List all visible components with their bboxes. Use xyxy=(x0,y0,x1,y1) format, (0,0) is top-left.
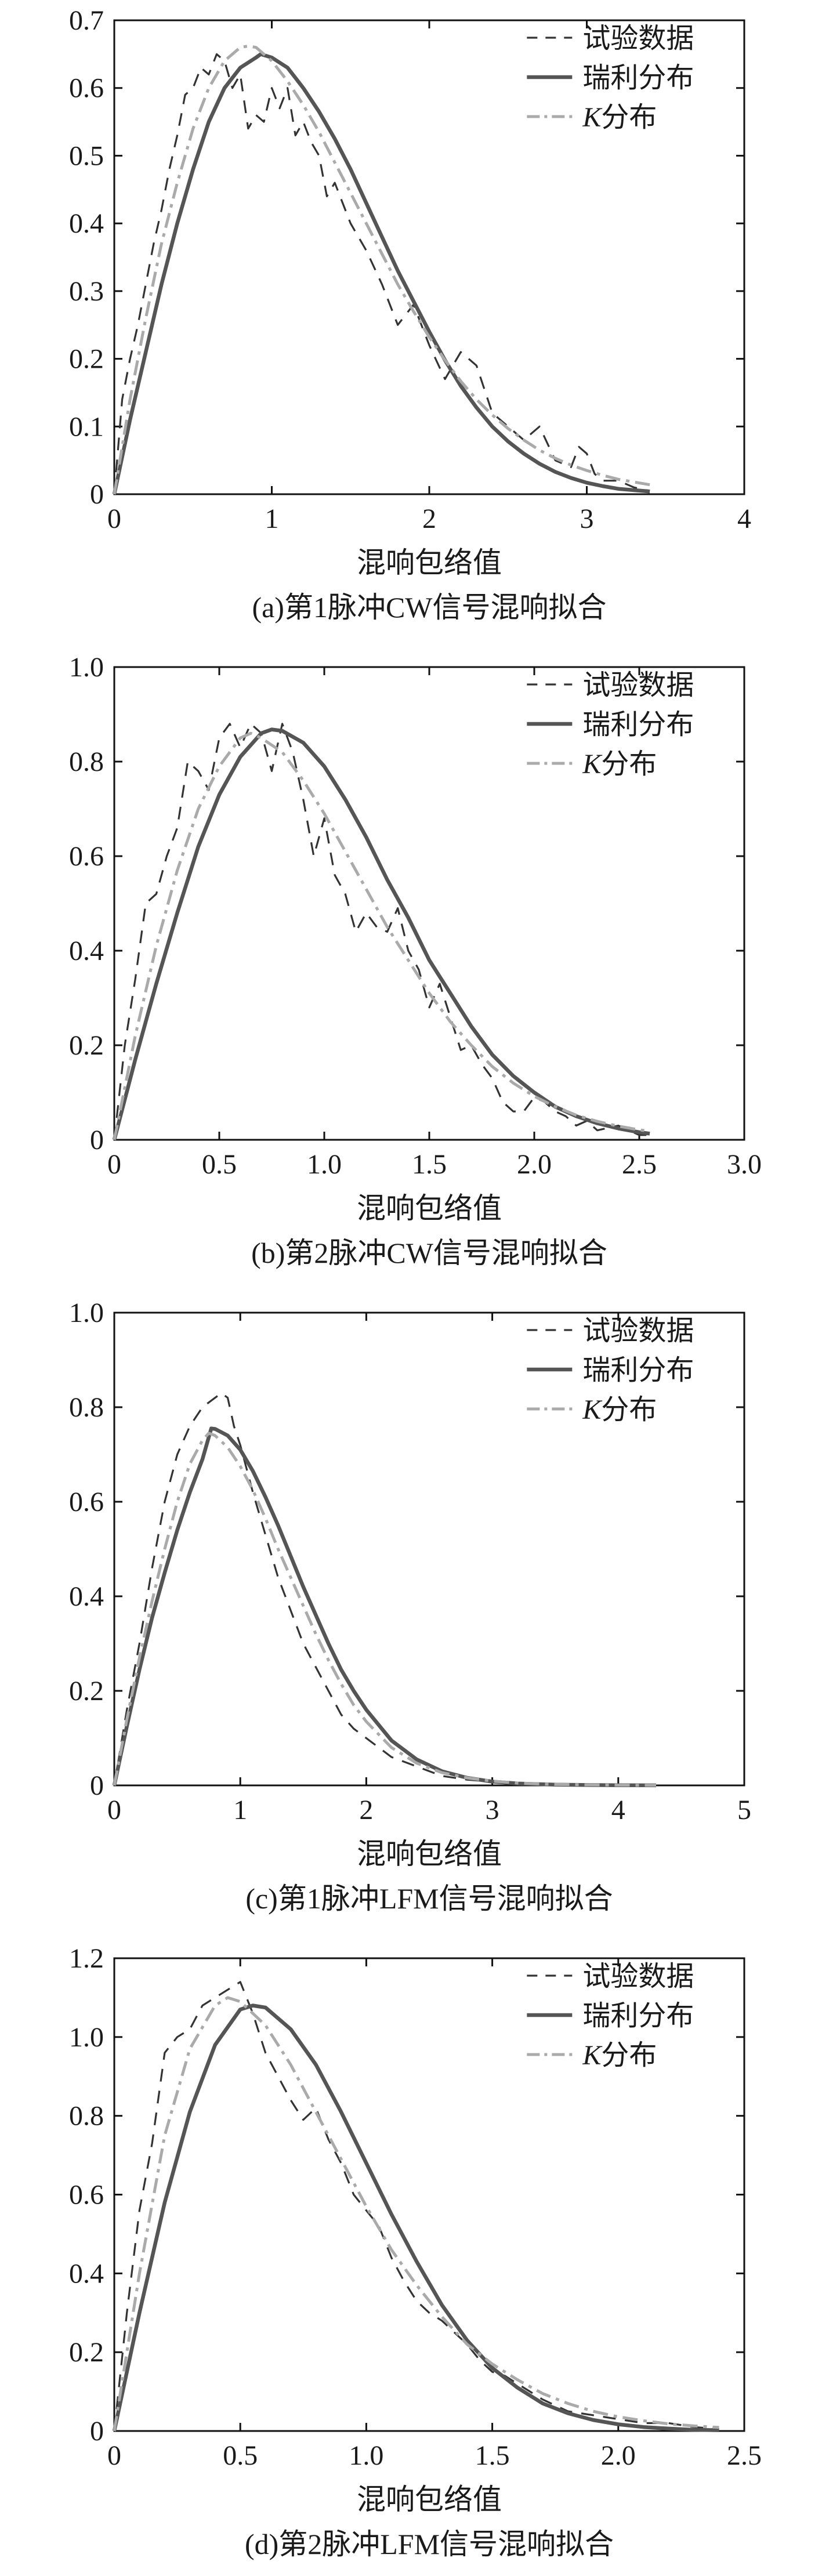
x-tick-label: 2.5 xyxy=(727,2440,762,2471)
y-tick-label: 0.6 xyxy=(69,73,104,104)
x-tick-label: 1.0 xyxy=(349,2440,383,2471)
series-line-1 xyxy=(113,723,650,1140)
x-tick-label: 1 xyxy=(233,1795,247,1825)
legend-label: K分布 xyxy=(582,1394,657,1425)
series-line-2 xyxy=(112,727,650,1140)
x-tick-label: 1.5 xyxy=(475,2440,510,2471)
y-tick-label: 0.6 xyxy=(69,841,104,872)
y-tick-label: 1.0 xyxy=(69,652,104,683)
legend-label-italic: K xyxy=(582,102,603,133)
x-axis-label: 混响包络值 xyxy=(357,1838,502,1870)
series-line-2 xyxy=(112,1426,657,1788)
x-tick-label: 5 xyxy=(737,1795,751,1825)
panel-caption: (b)第2脉冲CW信号混响拟合 xyxy=(251,1237,607,1269)
x-tick-label: 2 xyxy=(422,503,436,534)
y-tick-label: 0.7 xyxy=(69,5,104,36)
legend-label: 试验数据 xyxy=(582,1961,694,1992)
x-tick-label: 0 xyxy=(107,1149,121,1180)
x-tick-label: 0 xyxy=(107,1795,121,1825)
y-tick-label: 0.4 xyxy=(69,936,104,966)
x-tick-label: 3.0 xyxy=(727,1149,762,1180)
legend-label: 试验数据 xyxy=(582,670,694,701)
legend-label-italic: K xyxy=(582,2040,603,2071)
series-line-2 xyxy=(112,2003,719,2432)
legend-label-rest: 分布 xyxy=(601,749,657,780)
y-tick-label: 0 xyxy=(90,479,104,510)
legend-label: 瑞利分布 xyxy=(582,63,694,93)
series-line-1 xyxy=(113,53,650,495)
legend-label-italic: K xyxy=(582,1394,603,1425)
legend-label: 试验数据 xyxy=(582,23,694,54)
chart-panel-2: 0 0.5 1.0 1.5 2.0 2.5 3.0 0 0.2 0.4 0.6 0.8 1.0 试验数据瑞… xyxy=(69,652,762,1269)
legend-label-rest: 分布 xyxy=(601,1394,657,1425)
legend-label-rest: 分布 xyxy=(601,102,657,133)
legend-label-rest: 分布 xyxy=(601,2040,657,2071)
series-line-3 xyxy=(113,731,650,1140)
x-axis-label: 混响包络值 xyxy=(357,1192,502,1224)
y-tick-label: 1.0 xyxy=(69,1298,104,1328)
y-tick-label: 0.6 xyxy=(69,2180,104,2211)
x-tick-label: 1.0 xyxy=(307,1149,342,1180)
x-tick-label: 2.0 xyxy=(601,2440,636,2471)
y-tick-label: 0.8 xyxy=(69,2101,104,2132)
y-tick-label: 0.2 xyxy=(69,1030,104,1061)
x-tick-label: 2.0 xyxy=(517,1149,552,1180)
y-tick-label: 1.2 xyxy=(69,1943,104,1974)
y-tick-label: 0.2 xyxy=(69,1676,104,1707)
panel-caption: (a)第1脉冲CW信号混响拟合 xyxy=(252,591,606,624)
x-tick-label: 0.5 xyxy=(223,2440,258,2471)
y-tick-label: 0.4 xyxy=(69,208,104,239)
y-tick-label: 0.2 xyxy=(69,2337,104,2368)
x-axis-label: 混响包络值 xyxy=(357,2483,502,2516)
y-tick-label: 0.2 xyxy=(69,344,104,375)
series-line-1 xyxy=(113,1981,719,2432)
x-tick-label: 1 xyxy=(265,503,279,534)
y-tick-label: 0.1 xyxy=(69,411,104,442)
y-tick-label: 0.4 xyxy=(69,2258,104,2289)
legend-label: 试验数据 xyxy=(582,1316,694,1346)
y-tick-label: 0.8 xyxy=(69,747,104,777)
x-tick-label: 2 xyxy=(359,1795,373,1825)
x-tick-label: 1.5 xyxy=(412,1149,447,1180)
y-tick-label: 0.4 xyxy=(69,1581,104,1612)
y-tick-label: 0 xyxy=(90,1125,104,1155)
x-tick-label: 4 xyxy=(737,503,751,534)
y-tick-label: 1.0 xyxy=(69,2022,104,2053)
y-tick-label: 0.5 xyxy=(69,140,104,171)
panel-caption: (c)第1脉冲LFM信号混响拟合 xyxy=(245,1882,613,1915)
series-line-3 xyxy=(113,1432,657,1787)
legend-label: K分布 xyxy=(582,102,657,133)
y-tick-label: 0.6 xyxy=(69,1487,104,1517)
legend-label: 瑞利分布 xyxy=(582,1355,694,1386)
y-tick-label: 0 xyxy=(90,2416,104,2447)
x-tick-label: 0.5 xyxy=(202,1149,237,1180)
x-tick-label: 4 xyxy=(611,1795,625,1825)
legend-label: 瑞利分布 xyxy=(582,2001,694,2031)
legend-label: 瑞利分布 xyxy=(582,709,694,740)
x-tick-label: 2.5 xyxy=(622,1149,657,1180)
legend-label-italic: K xyxy=(582,749,603,780)
series-line-3 xyxy=(113,1996,719,2432)
chart-panel-4: 0 0.5 1.0 1.5 2.0 2.5 0 0.2 0.4 0.6 0.8 1.0 1.2 试验数据瑞… xyxy=(69,1943,762,2560)
panel-caption: (d)第2脉冲LFM信号混响拟合 xyxy=(245,2528,614,2560)
x-tick-label: 3 xyxy=(580,503,594,534)
x-axis-label: 混响包络值 xyxy=(357,546,502,579)
series-line-3 xyxy=(113,44,650,495)
x-tick-label: 3 xyxy=(486,1795,499,1825)
plot-frame xyxy=(113,1311,745,1787)
y-tick-label: 0.3 xyxy=(69,276,104,307)
y-tick-label: 0 xyxy=(90,1770,104,1801)
series-line-2 xyxy=(112,52,650,495)
legend-label: K分布 xyxy=(582,2040,657,2071)
series-line-1 xyxy=(113,1392,657,1787)
legend-label: K分布 xyxy=(582,749,657,780)
y-tick-label: 0.8 xyxy=(69,1392,104,1423)
x-tick-label: 0 xyxy=(107,2440,121,2471)
x-tick-label: 0 xyxy=(107,503,121,534)
